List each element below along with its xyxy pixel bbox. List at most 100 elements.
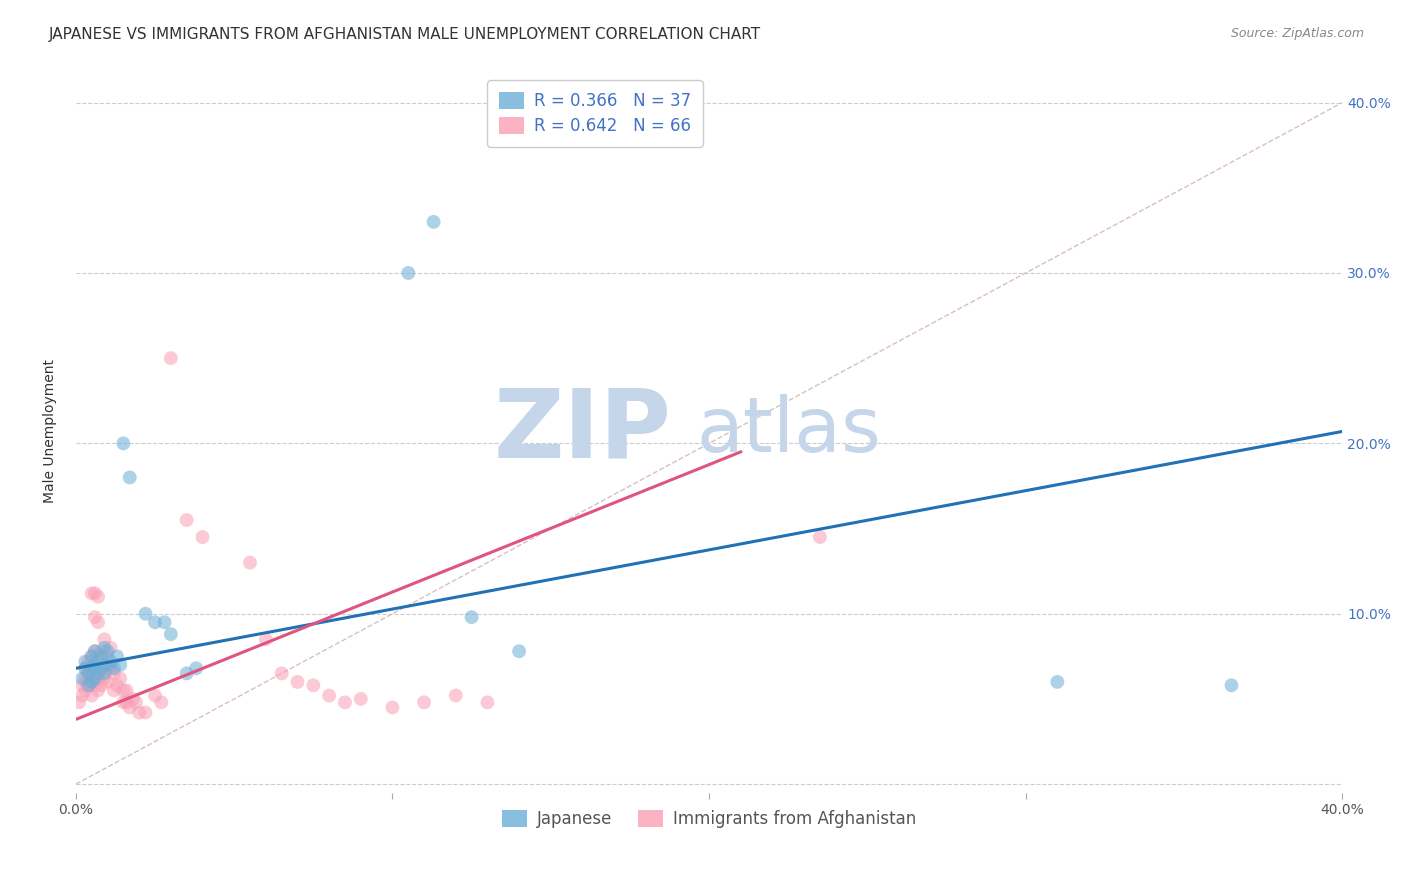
Point (90, 649, 112, 664)
Point (77, 678, 100, 692)
Point (422, 215, 444, 229)
Point (350, 692, 373, 706)
Point (80, 649, 103, 664)
Point (87, 649, 110, 664)
Point (93, 657, 115, 672)
Point (1046, 674, 1069, 689)
Point (444, 689, 467, 703)
Point (396, 266, 419, 280)
Point (381, 700, 404, 714)
Point (160, 627, 183, 641)
Point (153, 615, 176, 630)
Point (100, 661, 122, 675)
Point (90, 666, 112, 681)
Point (90, 661, 112, 675)
Point (93, 632, 115, 647)
Point (118, 700, 141, 714)
Point (103, 683, 125, 698)
Point (100, 655, 122, 669)
Point (87, 683, 110, 698)
Point (80, 661, 103, 675)
Text: JAPANESE VS IMMIGRANTS FROM AFGHANISTAN MALE UNEMPLOYMENT CORRELATION CHART: JAPANESE VS IMMIGRANTS FROM AFGHANISTAN … (49, 27, 761, 42)
Point (83, 672, 105, 686)
Point (508, 644, 530, 658)
Point (108, 672, 131, 686)
Point (105, 649, 128, 664)
Point (93, 672, 115, 686)
Point (80, 661, 103, 675)
Point (87, 655, 110, 669)
Point (150, 695, 173, 709)
Point (333, 695, 356, 709)
Point (80, 586, 103, 600)
Point (121, 692, 143, 706)
Point (80, 674, 103, 689)
Point (83, 666, 105, 681)
Text: ZIP: ZIP (494, 384, 671, 477)
Point (83, 610, 105, 624)
Point (83, 586, 105, 600)
Point (80, 689, 103, 703)
Point (87, 672, 110, 686)
Point (176, 666, 198, 681)
Point (808, 530, 831, 544)
Point (239, 556, 262, 570)
Point (90, 678, 112, 692)
Point (1220, 678, 1243, 692)
Point (135, 706, 157, 720)
Point (87, 615, 110, 630)
Point (176, 513, 198, 527)
Point (83, 644, 105, 658)
Point (77, 666, 100, 681)
Point (87, 666, 110, 681)
Point (83, 678, 105, 692)
Point (413, 695, 436, 709)
Point (103, 661, 125, 675)
Point (112, 695, 135, 709)
Point (75, 661, 97, 675)
Point (87, 590, 110, 604)
Point (75, 661, 97, 675)
Point (318, 689, 340, 703)
Point (70, 672, 93, 686)
Point (96, 649, 118, 664)
Point (70, 678, 93, 692)
Point (77, 655, 100, 669)
Point (270, 666, 292, 681)
Point (77, 678, 100, 692)
Point (93, 666, 115, 681)
Point (135, 607, 157, 621)
Point (128, 706, 150, 720)
Point (112, 436, 135, 450)
Point (90, 644, 112, 658)
Point (96, 657, 118, 672)
Point (75, 672, 97, 686)
Point (191, 530, 214, 544)
Point (80, 674, 103, 689)
Point (70, 689, 93, 703)
Point (143, 689, 166, 703)
Point (112, 683, 135, 698)
Point (105, 678, 128, 692)
Point (96, 661, 118, 675)
Point (460, 610, 482, 624)
Point (75, 655, 97, 669)
Y-axis label: Male Unemployment: Male Unemployment (44, 359, 58, 502)
Legend: Japanese, Immigrants from Afghanistan: Japanese, Immigrants from Afghanistan (495, 804, 922, 835)
Point (108, 657, 131, 672)
Point (143, 615, 166, 630)
Point (96, 644, 118, 658)
Point (77, 666, 100, 681)
Text: atlas: atlas (696, 393, 882, 467)
Point (302, 678, 325, 692)
Point (118, 470, 141, 484)
Point (115, 695, 138, 709)
Point (100, 640, 122, 655)
Point (96, 674, 118, 689)
Point (103, 666, 125, 681)
Point (160, 351, 183, 366)
Point (83, 657, 105, 672)
Point (67, 695, 90, 709)
Point (93, 640, 115, 655)
Point (186, 661, 208, 675)
